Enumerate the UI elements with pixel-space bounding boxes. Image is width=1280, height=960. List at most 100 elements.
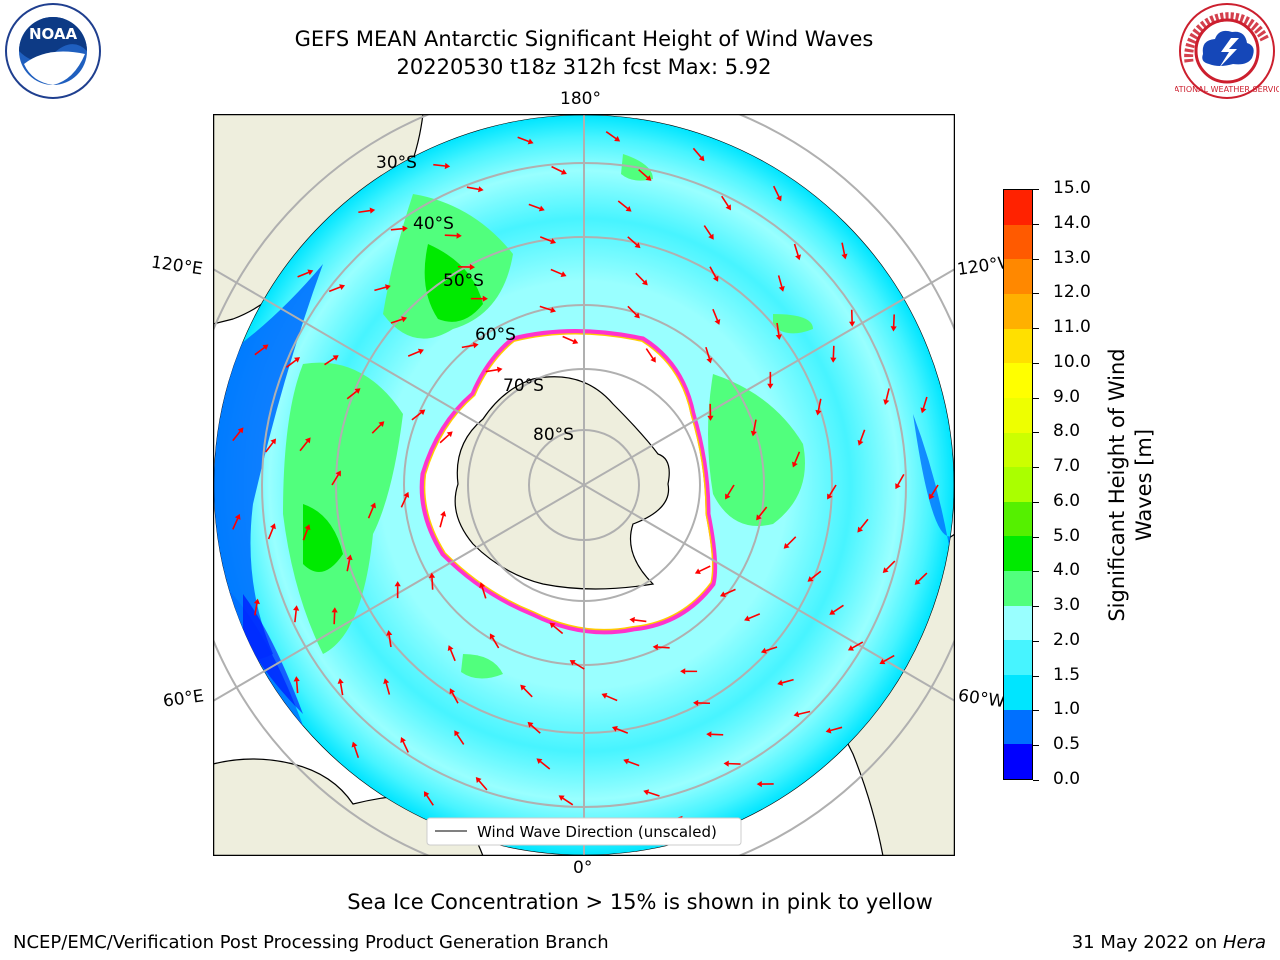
wave-arrow-shaft (647, 791, 660, 797)
wave-arrow-shaft (859, 429, 866, 442)
wave-arrow-shaft (793, 243, 799, 256)
colorbar-tick-mark (1033, 571, 1039, 573)
wave-arrow-shaft (562, 335, 574, 343)
wave-arrow-head (883, 399, 890, 405)
wave-arrow-shaft (285, 359, 297, 368)
wave-arrow-shaft (758, 506, 768, 517)
wave-arrow-head (527, 721, 534, 728)
wave-arrow-shaft (794, 451, 801, 464)
wave-arrow-head (634, 312, 640, 319)
wave-arrow-head (767, 383, 774, 389)
wave-arrow-shaft (781, 678, 794, 684)
wave-arrow-head (795, 254, 802, 261)
wave-arrow-shaft (917, 572, 928, 582)
wave-arrow-head (253, 598, 260, 605)
footer-date: 31 May 2022 on Hera (1072, 932, 1266, 953)
colorbar-tick-label: 14.0 (1053, 212, 1091, 233)
wave-arrow-shaft (367, 506, 374, 519)
colorbar-tick-mark (1033, 397, 1039, 399)
wave-arrow-head (712, 275, 719, 282)
wave-arrow-shaft (485, 368, 498, 373)
lat-label-50s: 50°S (443, 271, 484, 291)
wave-arrow-head (756, 514, 762, 521)
wave-arrow-head (652, 643, 659, 651)
colorbar-segment (1004, 744, 1032, 779)
colorbar-tick-label: 10.0 (1053, 351, 1091, 372)
wave-arrow-shaft (885, 560, 896, 571)
wave-arrow-shaft (353, 746, 360, 759)
wave-arrow-shaft (358, 209, 371, 214)
wave-arrow-shaft (931, 484, 939, 496)
colorbar-segment (1004, 432, 1032, 468)
wave-arrow-head (496, 366, 503, 373)
lat-label-70s: 70°S (503, 376, 544, 396)
wave-arrow-head (454, 730, 460, 737)
wave-arrow-head (707, 415, 714, 421)
wave-arrow-shaft (439, 434, 450, 444)
wave-arrow-shaft (346, 390, 358, 400)
wave-arrow-head (550, 307, 557, 313)
wave-arrow-shaft (776, 322, 780, 336)
wave-arrow-shaft (705, 346, 711, 359)
wave-arrow-shaft (400, 496, 408, 508)
wave-arrow-shaft (491, 637, 500, 649)
lon-label-60e: 60°E (161, 686, 206, 712)
wave-arrow-head (714, 319, 721, 325)
wave-arrow-head (419, 409, 426, 416)
wave-arrow-shaft (297, 271, 310, 278)
wave-arrow-head (446, 431, 453, 438)
wave-arrow-shaft (724, 588, 736, 595)
wave-arrow-shaft (481, 586, 487, 599)
wave-arrow-head (335, 470, 341, 477)
wave-arrow-shaft (390, 318, 403, 324)
colorbar-segment (1004, 224, 1032, 260)
colorbar-tick-mark (1033, 780, 1039, 781)
wave-arrow-head (331, 607, 338, 613)
wave-arrow-head (783, 542, 790, 549)
lat-label-30s: 30°S (376, 153, 417, 173)
wave-arrow-shaft (295, 681, 299, 694)
wave-arrow-shaft (627, 305, 637, 316)
wave-arrow-shaft (333, 612, 336, 625)
chart-subtitle: 20220530 t18z 312h fcst Max: 5.92 (396, 55, 772, 79)
wave-arrow-shaft (727, 484, 735, 496)
footer-machine: Hera (1222, 932, 1266, 953)
colorbar-tick-label: 3.0 (1053, 595, 1081, 616)
wave-arrow-shaft (645, 348, 654, 359)
colorbar-segment (1004, 571, 1032, 606)
wave-arrow-head (807, 576, 814, 582)
wave-arrow-shaft (616, 728, 629, 734)
wave-arrow-head (744, 615, 750, 622)
wave-arrow-shaft (374, 286, 387, 292)
wave-arrow-shaft (550, 268, 563, 275)
colorbar-tick-label: 8.0 (1053, 421, 1081, 442)
sea-ice-caption: Sea Ice Concentration > 15% is shown in … (347, 890, 933, 914)
colorbar-tick-mark (1033, 223, 1039, 225)
wave-arrow-head (293, 676, 300, 682)
wave-arrow-shaft (765, 646, 778, 652)
wave-arrow-head (423, 791, 430, 798)
wave-arrow-shaft (786, 536, 797, 546)
wave-arrow-shaft (699, 565, 711, 573)
wave-arrow-shaft (478, 780, 488, 791)
map-legend: Wind Wave Direction (unscaled) (426, 817, 742, 846)
wave-arrow-head (403, 491, 410, 498)
wave-arrow-head (830, 357, 837, 363)
colorbar-tick-label: 2.0 (1053, 629, 1081, 650)
nws-logo-text: NATIONAL WEATHER SERVICE (1175, 85, 1279, 94)
wave-arrow-head (428, 572, 436, 578)
wave-arrow-shaft (883, 654, 895, 663)
wave-arrow-head (750, 430, 757, 437)
footer-date-text: 31 May 2022 on (1071, 932, 1223, 953)
wave-arrow-shaft (617, 200, 629, 210)
wave-arrow-head (444, 162, 451, 170)
wave-arrow-head (560, 271, 567, 277)
wave-arrow-shaft (829, 484, 837, 496)
wave-arrow-shaft (407, 350, 420, 357)
wave-arrow-shaft (523, 687, 533, 698)
wave-arrow-head (849, 321, 856, 327)
wave-arrow-head (776, 195, 782, 202)
footer-credit: NCEP/EMC/Verification Post Processing Pr… (13, 932, 609, 953)
wave-arrow-shaft (859, 518, 869, 530)
wave-arrow-head (339, 284, 346, 290)
